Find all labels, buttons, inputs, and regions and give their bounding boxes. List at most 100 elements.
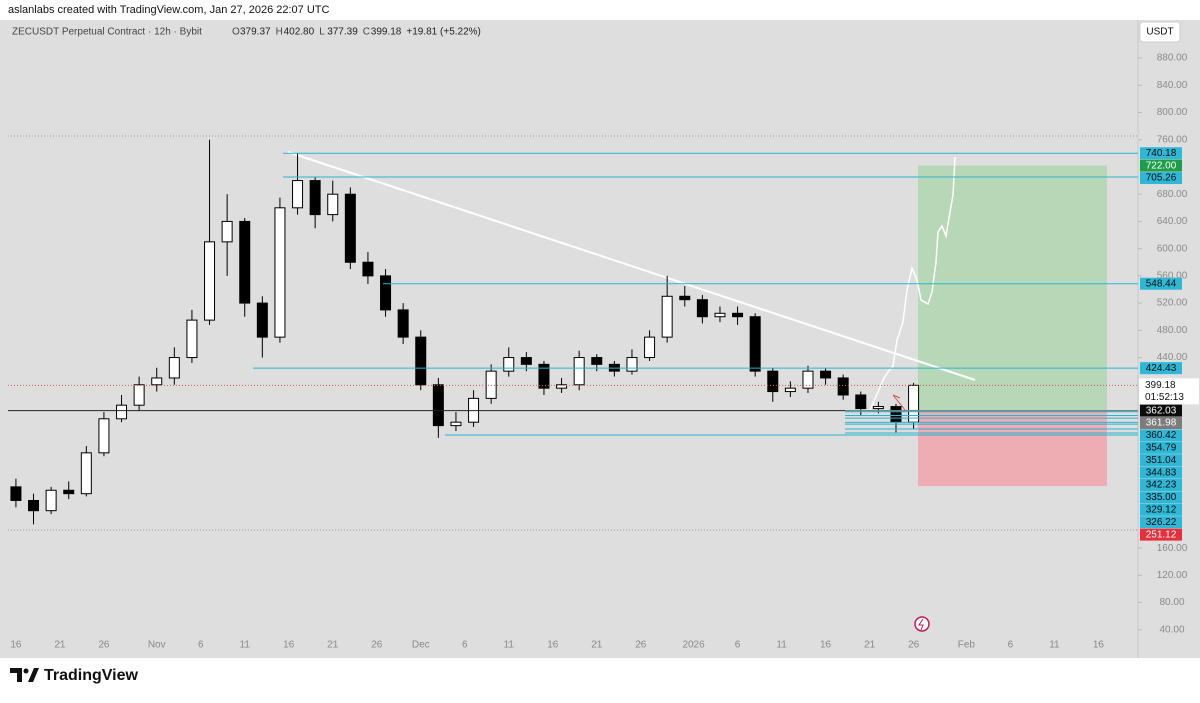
level-tag bbox=[1140, 479, 1182, 492]
x-tick-label: 2026 bbox=[682, 640, 705, 651]
level-label: 362.03 bbox=[1146, 405, 1177, 416]
candle-body bbox=[872, 406, 884, 410]
candle-body bbox=[415, 336, 427, 386]
candle-body bbox=[784, 387, 796, 393]
ohlc-value: 399.18 bbox=[371, 27, 402, 38]
y-tick-label: 760.00 bbox=[1157, 134, 1188, 145]
candle-body bbox=[696, 299, 708, 318]
current-price-tag bbox=[1139, 378, 1199, 405]
countdown: 01:52:13 bbox=[1145, 392, 1184, 403]
x-tick-label: 16 bbox=[820, 640, 832, 651]
level-label: 360.42 bbox=[1146, 430, 1177, 441]
currency[interactable]: USDT bbox=[1146, 27, 1173, 38]
x-tick-label: 6 bbox=[462, 640, 468, 651]
logo-slash bbox=[28, 668, 39, 682]
level-label: 251.12 bbox=[1146, 529, 1177, 540]
candle-body bbox=[10, 486, 22, 501]
candle-body bbox=[820, 370, 832, 379]
y-tick-label: 680.00 bbox=[1157, 189, 1188, 200]
candle-body bbox=[362, 261, 374, 277]
level-tag bbox=[1140, 528, 1182, 541]
candle-body bbox=[591, 357, 603, 365]
level-label: 335.00 bbox=[1146, 492, 1177, 503]
ohlc-value: 402.80 bbox=[284, 27, 315, 38]
x-tick-label: 21 bbox=[591, 640, 603, 651]
candle-body bbox=[397, 309, 409, 338]
y-tick-label: 800.00 bbox=[1157, 107, 1188, 118]
candle-body bbox=[380, 275, 392, 311]
candle-body bbox=[80, 452, 92, 495]
y-tick-label: 480.00 bbox=[1157, 325, 1188, 336]
level-tag bbox=[1140, 516, 1182, 529]
candle-body bbox=[573, 357, 585, 386]
candle-body bbox=[908, 384, 920, 423]
credit: aslanlabs created with TradingView.com, … bbox=[8, 4, 329, 16]
y-tick-label: 440.00 bbox=[1157, 352, 1188, 363]
level-tag bbox=[1140, 503, 1182, 516]
alert-icon-bolt bbox=[918, 618, 924, 631]
candle-body bbox=[661, 295, 673, 338]
y-tick-label: 640.00 bbox=[1157, 216, 1188, 227]
x-tick-label: 6 bbox=[198, 640, 204, 651]
x-tick-label: 16 bbox=[283, 640, 295, 651]
x-tick-label: 6 bbox=[1008, 640, 1014, 651]
symbol: ZECUSDT Perpetual Contract · 12h · Bybit bbox=[12, 27, 202, 38]
level-label: 351.04 bbox=[1146, 455, 1177, 466]
y-tick-label: 160.00 bbox=[1157, 543, 1188, 554]
trend-line bbox=[287, 151, 976, 381]
current-price-label: 399.18 bbox=[1145, 380, 1176, 391]
level-tag bbox=[1140, 441, 1182, 454]
candle-body bbox=[274, 207, 286, 338]
level-label: 705.26 bbox=[1146, 173, 1177, 184]
candle-body bbox=[221, 220, 233, 243]
ohlc-key: C bbox=[363, 27, 370, 38]
y-tick-label: 600.00 bbox=[1157, 243, 1188, 254]
candle-body bbox=[309, 180, 321, 216]
x-tick-label: Feb bbox=[958, 640, 976, 651]
level-label: 342.23 bbox=[1146, 480, 1177, 491]
logo-dot bbox=[23, 668, 29, 674]
candle-body bbox=[802, 370, 814, 389]
candle-body bbox=[767, 370, 779, 393]
candle-body bbox=[890, 406, 902, 423]
candle-body bbox=[520, 357, 532, 365]
x-tick-label: 11 bbox=[776, 640, 787, 651]
candle-body bbox=[644, 336, 656, 359]
candle-body bbox=[749, 316, 761, 372]
candle-body bbox=[714, 312, 726, 318]
x-tick-label: 26 bbox=[908, 640, 920, 651]
x-tick-label: 26 bbox=[98, 640, 110, 651]
ohlc-key: H bbox=[276, 27, 283, 38]
y-tick-label: 120.00 bbox=[1157, 570, 1188, 581]
logo-mark bbox=[10, 668, 22, 682]
level-label: 740.18 bbox=[1146, 148, 1177, 159]
x-tick-label: 16 bbox=[1093, 640, 1105, 651]
projection-marker bbox=[892, 394, 906, 411]
candle-body bbox=[133, 384, 145, 406]
level-tag bbox=[1140, 417, 1182, 430]
x-tick-label: 16 bbox=[547, 640, 559, 651]
logo: TradingView bbox=[10, 667, 139, 684]
currency-button[interactable] bbox=[1139, 21, 1181, 43]
level-label: 424.43 bbox=[1146, 363, 1177, 374]
y-tick-label: 840.00 bbox=[1157, 80, 1188, 91]
candle-body bbox=[204, 241, 216, 321]
alert-icon[interactable] bbox=[914, 616, 930, 632]
y-tick-label: 80.00 bbox=[1159, 597, 1184, 608]
level-label: 354.79 bbox=[1146, 442, 1177, 453]
loss-zone bbox=[918, 410, 1107, 487]
candle-body bbox=[485, 370, 497, 399]
level-tag bbox=[1140, 454, 1182, 467]
y-tick-label: 560.00 bbox=[1157, 271, 1188, 282]
y-tick-label: 520.00 bbox=[1157, 298, 1188, 309]
x-tick-label: 21 bbox=[327, 640, 339, 651]
candle-body bbox=[344, 193, 356, 263]
level-tag bbox=[1140, 159, 1182, 172]
candle-body bbox=[45, 489, 57, 512]
candle-body bbox=[732, 312, 744, 318]
candle-body bbox=[151, 377, 163, 386]
ohlc-value: 379.37 bbox=[240, 27, 271, 38]
ohlc-key: O bbox=[232, 27, 240, 38]
candle-body bbox=[327, 193, 339, 216]
candle-body bbox=[98, 418, 110, 454]
